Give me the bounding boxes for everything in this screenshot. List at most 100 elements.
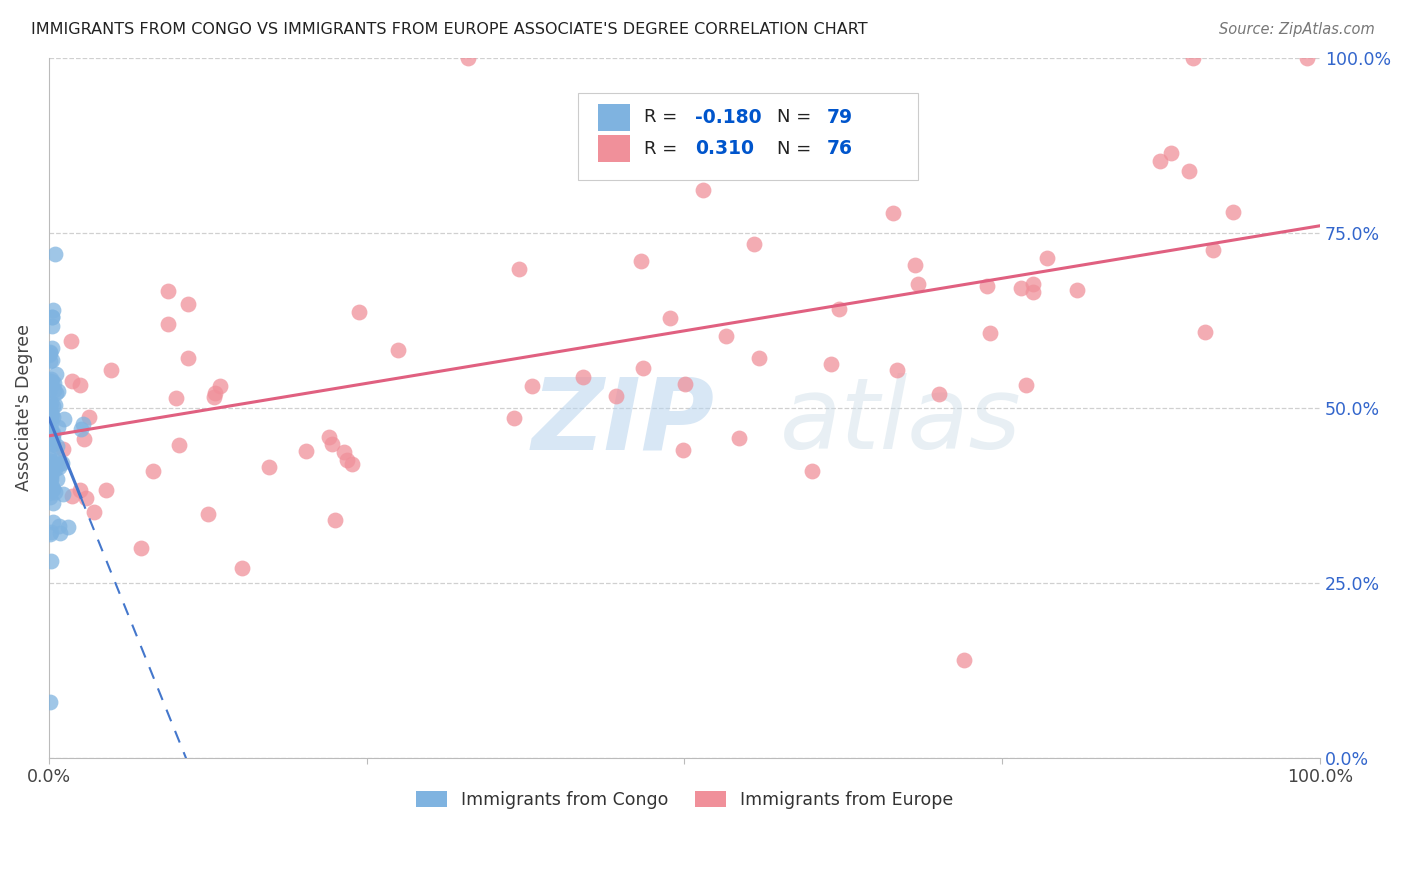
Point bbox=[571, 370, 593, 384]
Point bbox=[46, 457, 69, 471]
Point bbox=[44, 376, 66, 391]
Point bbox=[52, 411, 75, 425]
Point bbox=[204, 386, 226, 401]
Point bbox=[41, 480, 63, 494]
Text: -0.180: -0.180 bbox=[695, 108, 761, 127]
Point bbox=[52, 442, 75, 456]
Point bbox=[39, 409, 62, 423]
Point bbox=[42, 410, 65, 425]
Point bbox=[39, 475, 62, 489]
Text: R =: R = bbox=[644, 140, 689, 158]
Point bbox=[45, 367, 67, 381]
Point bbox=[100, 363, 122, 377]
Point bbox=[295, 444, 318, 458]
Point bbox=[1160, 145, 1182, 160]
Point bbox=[56, 520, 79, 534]
Point bbox=[714, 329, 737, 343]
Point bbox=[75, 491, 97, 506]
Point bbox=[39, 420, 62, 434]
Point bbox=[336, 452, 359, 467]
Point bbox=[42, 302, 65, 317]
Point bbox=[44, 383, 66, 397]
Point bbox=[347, 305, 370, 319]
Point bbox=[231, 561, 253, 575]
Point bbox=[44, 447, 66, 461]
Point bbox=[38, 384, 60, 398]
Point bbox=[41, 467, 63, 482]
Point bbox=[39, 407, 62, 421]
Point bbox=[340, 457, 363, 471]
Point bbox=[39, 695, 62, 709]
Point bbox=[83, 506, 105, 520]
Point bbox=[39, 407, 62, 421]
Text: R =: R = bbox=[644, 108, 683, 126]
Point bbox=[39, 416, 62, 430]
Point bbox=[49, 526, 72, 541]
Point bbox=[39, 554, 62, 568]
Point bbox=[39, 405, 62, 419]
Point bbox=[1010, 281, 1032, 295]
Point bbox=[48, 460, 70, 475]
Point bbox=[45, 439, 67, 453]
Point bbox=[1222, 205, 1244, 219]
Point bbox=[38, 345, 60, 359]
Point bbox=[44, 462, 66, 476]
Point bbox=[605, 389, 627, 403]
Point bbox=[457, 51, 479, 65]
Point bbox=[1022, 277, 1045, 292]
Point bbox=[257, 460, 280, 475]
Point bbox=[633, 360, 655, 375]
Point bbox=[508, 261, 530, 276]
Point bbox=[1036, 251, 1059, 265]
Point bbox=[820, 357, 842, 371]
Point bbox=[72, 417, 94, 432]
Point bbox=[630, 254, 652, 268]
Point bbox=[39, 372, 62, 386]
Point bbox=[44, 246, 66, 260]
Point bbox=[39, 469, 62, 483]
Point bbox=[39, 524, 62, 539]
Point bbox=[38, 453, 60, 467]
Point bbox=[1194, 325, 1216, 339]
Point bbox=[202, 390, 225, 404]
Point bbox=[41, 310, 63, 325]
Point bbox=[41, 310, 63, 324]
Text: N =: N = bbox=[778, 108, 817, 126]
Point bbox=[318, 430, 340, 444]
Point bbox=[41, 318, 63, 333]
Point bbox=[904, 258, 927, 272]
Y-axis label: Associate's Degree: Associate's Degree bbox=[15, 325, 32, 491]
Point bbox=[692, 183, 714, 197]
Point bbox=[39, 409, 62, 424]
Point bbox=[928, 387, 950, 401]
Point bbox=[742, 236, 765, 251]
FancyBboxPatch shape bbox=[598, 136, 630, 162]
Point bbox=[976, 278, 998, 293]
Point bbox=[167, 438, 190, 452]
Point bbox=[953, 653, 976, 667]
Point bbox=[39, 490, 62, 504]
Point bbox=[321, 436, 343, 450]
Point bbox=[502, 411, 524, 425]
FancyBboxPatch shape bbox=[578, 94, 918, 179]
Point bbox=[157, 318, 180, 332]
Point bbox=[979, 326, 1001, 341]
Point bbox=[41, 434, 63, 449]
Point bbox=[60, 334, 83, 348]
Point bbox=[77, 409, 100, 424]
Point bbox=[333, 444, 356, 458]
Point bbox=[177, 351, 200, 365]
Point bbox=[38, 344, 60, 359]
FancyBboxPatch shape bbox=[598, 103, 630, 130]
Point bbox=[42, 432, 65, 446]
Point bbox=[38, 467, 60, 482]
Point bbox=[129, 541, 152, 556]
Point bbox=[165, 391, 187, 405]
Point bbox=[39, 424, 62, 438]
Point bbox=[42, 516, 65, 530]
Point bbox=[828, 302, 851, 317]
Point bbox=[1066, 283, 1088, 297]
Point bbox=[1296, 51, 1319, 65]
Point bbox=[48, 519, 70, 533]
Text: ZIP: ZIP bbox=[531, 374, 716, 470]
